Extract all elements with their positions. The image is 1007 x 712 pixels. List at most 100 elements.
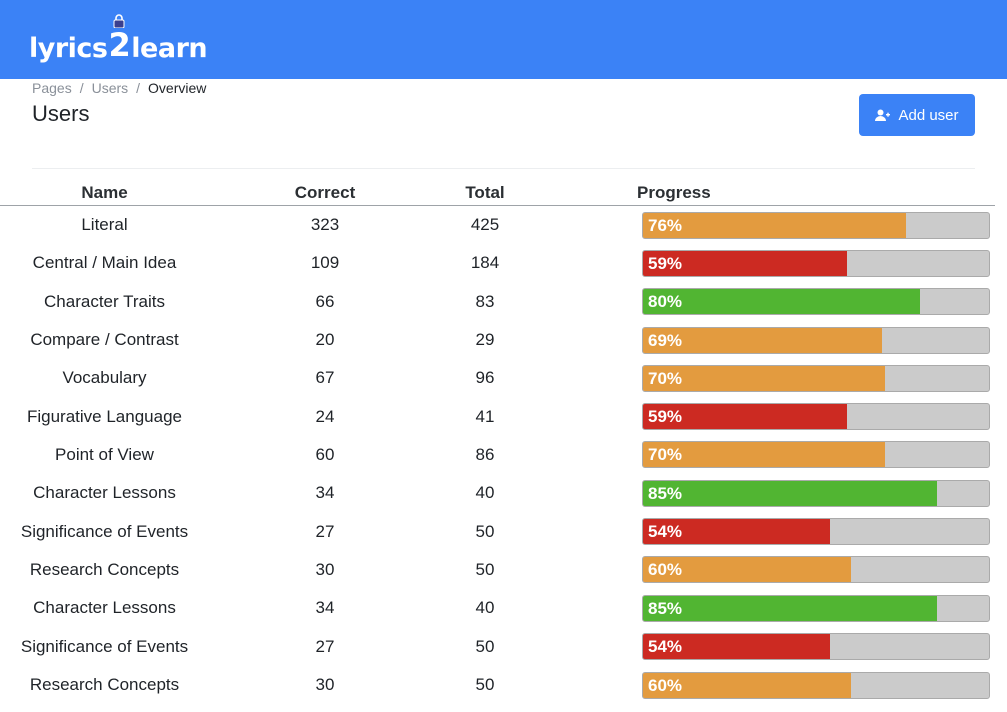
breadcrumb-pages[interactable]: Pages <box>32 80 72 96</box>
table-row[interactable]: Central / Main Idea 109 184 59% <box>0 244 995 282</box>
row-name: Character Traits <box>44 291 165 311</box>
logo-text-left: lyrics <box>29 33 108 64</box>
progress-fill <box>643 557 851 583</box>
row-name: Point of View <box>55 444 154 464</box>
table-row[interactable]: Point of View 60 86 70% <box>0 436 995 474</box>
progress-percent: 69% <box>648 330 683 350</box>
row-name: Research Concepts <box>29 675 180 695</box>
progress-percent: 54% <box>648 637 683 657</box>
table-row[interactable]: Research Concepts 30 50 60% <box>0 551 995 589</box>
progress-percent: 54% <box>648 522 683 542</box>
table-row[interactable]: Character Traits 66 83 80% <box>0 283 995 321</box>
row-progress: 85% <box>529 474 995 512</box>
table-row[interactable]: Character Lessons 34 40 85% <box>0 474 995 512</box>
row-total: 50 <box>475 521 495 541</box>
row-correct: 20 <box>315 330 335 350</box>
row-correct: 34 <box>315 483 335 503</box>
progress-fill <box>643 480 938 506</box>
table-row[interactable]: Vocabulary 67 96 70% <box>0 359 995 397</box>
add-user-button[interactable]: Add user <box>859 94 975 136</box>
row-correct: 30 <box>315 559 335 579</box>
progress-bar: 76% <box>642 211 990 239</box>
progress-bar: 85% <box>642 594 990 622</box>
logo-text-right: learn <box>131 33 208 64</box>
row-progress: 59% <box>529 397 995 435</box>
table-row[interactable]: Research Concepts 30 50 60% <box>0 666 995 705</box>
row-progress: 76% <box>529 206 995 245</box>
column-header-name[interactable]: Name <box>0 181 209 206</box>
progress-table: Name Correct Total Progress Literal 323 42… <box>0 181 995 704</box>
row-progress: 85% <box>529 589 995 628</box>
row-progress: 69% <box>529 321 995 359</box>
progress-fill <box>643 250 848 276</box>
table-row[interactable]: Literal 323 425 76% <box>0 206 995 245</box>
row-name: Vocabulary <box>62 368 147 388</box>
row-correct: 66 <box>315 291 335 311</box>
table-row[interactable]: Character Lessons 34 40 85% <box>0 589 995 628</box>
progress-bar: 54% <box>642 633 990 661</box>
table-row[interactable]: Compare / Contrast 20 29 69% <box>0 321 995 359</box>
row-correct: 109 <box>310 253 340 273</box>
row-name: Significance of Events <box>20 636 189 656</box>
breadcrumb-overview: Overview <box>148 80 207 96</box>
row-name: Character Lessons <box>33 483 176 503</box>
add-user-label: Add user <box>898 106 959 124</box>
progress-bar: 70% <box>642 364 990 392</box>
row-correct: 27 <box>315 636 335 656</box>
row-name: Literal <box>81 215 128 235</box>
progress-fill <box>643 442 886 468</box>
row-progress: 59% <box>529 244 995 282</box>
progress-fill <box>643 595 938 621</box>
progress-bar: 60% <box>642 671 990 699</box>
progress-percent: 60% <box>648 560 683 580</box>
row-correct: 34 <box>315 598 335 618</box>
column-header-correct[interactable]: Correct <box>209 181 441 206</box>
lock-icon <box>113 14 125 28</box>
row-total: 29 <box>475 330 495 350</box>
progress-percent: 76% <box>648 215 683 235</box>
row-total: 50 <box>475 636 495 656</box>
progress-fill <box>643 327 882 353</box>
progress-percent: 70% <box>648 445 683 465</box>
row-total: 40 <box>475 598 495 618</box>
column-header-progress[interactable]: Progress <box>529 181 995 206</box>
progress-fill <box>643 212 906 238</box>
progress-bar: 59% <box>642 249 990 277</box>
row-total: 50 <box>475 675 495 695</box>
row-correct: 24 <box>315 406 335 426</box>
progress-fill <box>643 672 851 698</box>
progress-percent: 80% <box>648 292 683 312</box>
row-total: 50 <box>475 559 495 579</box>
app-logo[interactable]: lyrics 2 learn <box>29 14 208 64</box>
table-header-row: Name Correct Total Progress <box>0 181 995 206</box>
progress-percent: 70% <box>648 368 683 388</box>
progress-bar: 54% <box>642 518 990 546</box>
row-progress: 54% <box>529 512 995 550</box>
row-total: 41 <box>475 406 495 426</box>
progress-fill <box>643 634 830 660</box>
row-name: Research Concepts <box>29 559 180 579</box>
progress-fill <box>643 289 920 315</box>
row-progress: 70% <box>529 359 995 397</box>
page-title: Users <box>32 101 90 126</box>
logo-text-two: 2 <box>109 14 131 64</box>
header-divider <box>32 168 975 169</box>
row-progress: 80% <box>529 283 995 321</box>
breadcrumb-separator: / <box>136 80 141 96</box>
progress-bar: 70% <box>642 441 990 469</box>
table-row[interactable]: Significance of Events 27 50 54% <box>0 627 995 666</box>
breadcrumb-separator: / <box>79 80 84 96</box>
row-name: Compare / Contrast <box>30 330 179 350</box>
row-progress: 54% <box>529 627 995 666</box>
row-total: 40 <box>475 483 495 503</box>
breadcrumb-users[interactable]: Users <box>91 80 129 96</box>
row-total: 184 <box>470 253 500 273</box>
row-correct: 60 <box>315 444 335 464</box>
table-row[interactable]: Figurative Language 24 41 59% <box>0 397 995 435</box>
progress-bar: 59% <box>642 403 990 431</box>
progress-bar: 69% <box>642 326 990 354</box>
table-row[interactable]: Significance of Events 27 50 54% <box>0 512 995 550</box>
row-name: Significance of Events <box>20 521 189 541</box>
progress-fill <box>643 519 830 545</box>
column-header-total[interactable]: Total <box>441 181 529 206</box>
